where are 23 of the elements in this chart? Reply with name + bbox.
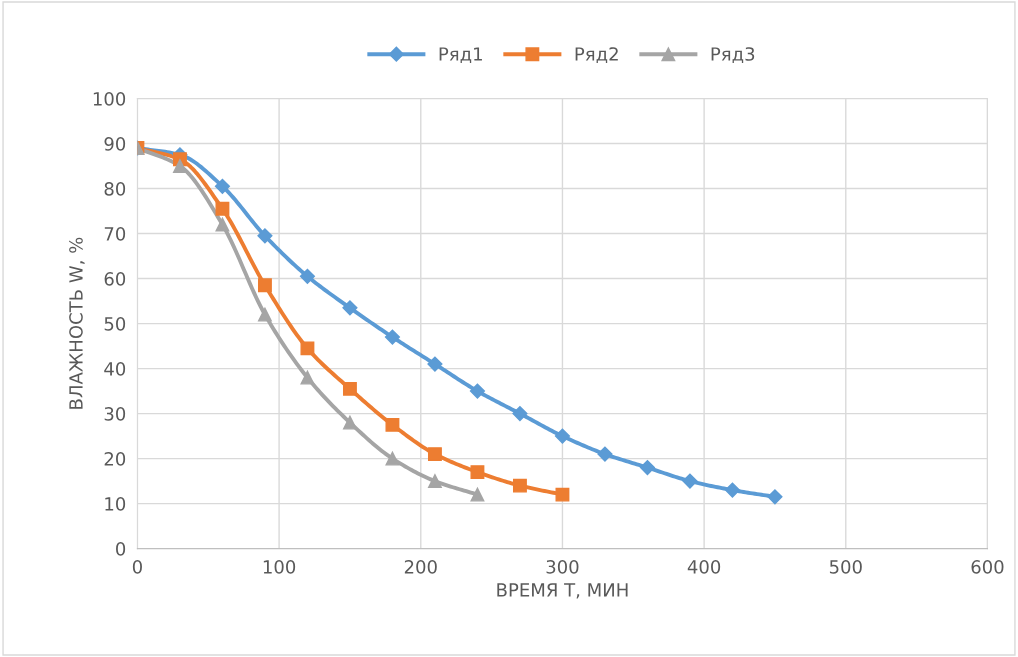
y-tick-label: 40 [104, 362, 126, 376]
x-tick-label: 400 [687, 560, 721, 574]
x-tick-label: 600 [971, 560, 1004, 574]
legend-label: Ряд1 [439, 47, 482, 64]
y-tick-label: 0 [116, 542, 126, 556]
y-tick-label: 30 [104, 407, 126, 421]
y-tick-label: 100 [93, 92, 126, 106]
x-tick-label: 0 [132, 560, 142, 574]
legend-label: Ряд3 [711, 47, 755, 64]
x-tick-label: 500 [829, 560, 862, 574]
y-tick-label: 50 [104, 317, 126, 331]
y-tick-label: 80 [104, 182, 126, 196]
legend-label: Ряд2 [575, 47, 618, 64]
x-tick-label: 100 [263, 560, 296, 574]
y-tick-label: 70 [104, 227, 126, 241]
y-axis-title: ВЛАЖНОСТЬ W, % [69, 237, 85, 409]
x-tick-label: 300 [546, 560, 579, 574]
y-tick-label: 90 [104, 137, 126, 151]
x-tick-label: 200 [404, 560, 437, 574]
y-tick-label: 10 [105, 497, 126, 511]
x-axis-title: ВРЕМЯ Т, МИН [497, 583, 628, 599]
y-tick-label: 20 [104, 452, 126, 466]
y-tick-label: 60 [104, 272, 126, 286]
